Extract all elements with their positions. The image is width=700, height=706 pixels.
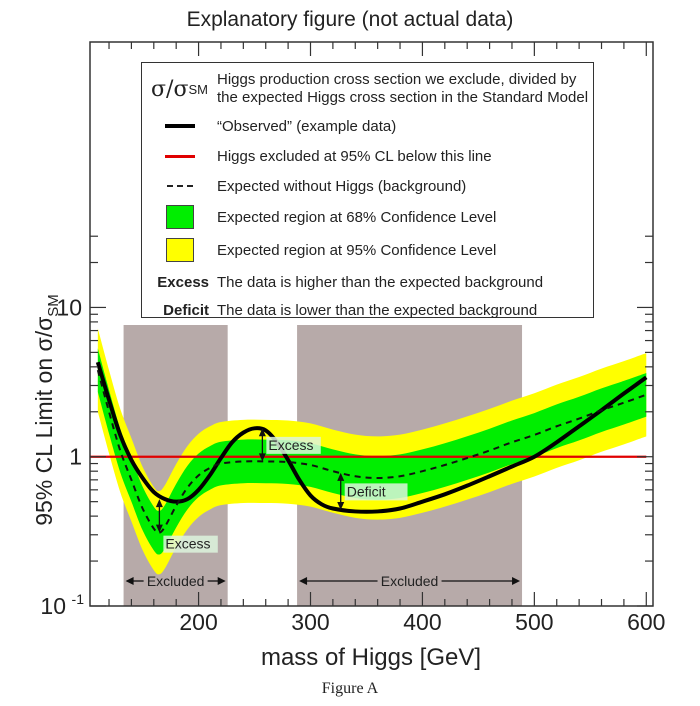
y-axis-label-main: 95% CL Limit on σ/σ	[31, 317, 57, 526]
annotation-label: Excess	[268, 437, 313, 453]
green-box-icon	[165, 205, 194, 229]
deficit-word: Deficit	[163, 301, 209, 319]
observed-line	[95, 361, 648, 514]
y-tick-label: 10	[56, 294, 82, 320]
arrowhead-right-icon	[217, 577, 226, 585]
y-tick-base: 10	[40, 593, 66, 619]
annotation-label-bg	[266, 436, 321, 454]
x-tick-label: 400	[403, 609, 441, 635]
legend-text: The data is lower than the expected back…	[217, 301, 538, 319]
arrowhead-right-icon	[512, 577, 521, 585]
excluded-label: Excluded	[381, 573, 439, 589]
axes: 200 300 400 500 600 10 -1 1 10	[40, 41, 665, 635]
arrowhead-left-icon	[299, 577, 308, 585]
y-axis-label-sub: SM	[45, 294, 62, 317]
legend-row-limit: Higgs excluded at 95% CL below this line	[142, 143, 492, 169]
legend-row-68: Expected region at 68% Confidence Level	[142, 204, 496, 230]
yellow-box-icon	[165, 238, 194, 262]
expected-line	[96, 369, 647, 534]
legend-text-line2: the expected Higgs cross section in the …	[217, 89, 589, 106]
legend-row-symbol: σ/σ SM Higgs production cross section we …	[142, 69, 588, 109]
plot-frame	[89, 41, 654, 607]
confidence-bands	[97, 328, 647, 575]
series-lines	[90, 361, 648, 534]
annotation-label: Deficit	[347, 483, 386, 499]
chart-title: Explanatory figure (not actual data)	[186, 8, 514, 31]
legend-text: “Observed” (example data)	[217, 117, 397, 135]
legend-row-95: Expected region at 95% Confidence Level	[142, 237, 496, 263]
legend-row-expected: Expected without Higgs (background)	[142, 173, 466, 199]
annotations: Excess Excess Deficit	[155, 428, 408, 553]
x-axis-label: mass of Higgs [GeV]	[261, 644, 481, 671]
x-tick-label: 500	[515, 609, 553, 635]
dashed-line-icon	[166, 185, 193, 187]
excess-word: Excess	[157, 273, 209, 291]
arrowhead-down-icon	[337, 501, 345, 510]
y-axis-label: 95% CL Limit on σ/σSM	[31, 294, 62, 526]
annotation-label-bg	[163, 535, 218, 553]
sigma-ratio-main: σ/σ	[151, 76, 189, 102]
arrowhead-down-icon	[258, 453, 266, 462]
y-tick-exponent: -1	[72, 591, 85, 607]
annotation-label-bg	[344, 483, 408, 501]
legend-row-excess: Excess The data is higher than the expec…	[142, 269, 543, 295]
sigma-ratio-symbol: σ/σ SM	[142, 77, 217, 102]
annotation-label: Excess	[165, 536, 210, 552]
legend-text: Higgs excluded at 95% CL below this line	[217, 147, 492, 165]
sigma-ratio-sub: SM	[188, 81, 208, 97]
band-68-cl	[97, 348, 647, 555]
x-tick-label: 300	[291, 609, 329, 635]
figure-caption: Figure A	[321, 680, 379, 697]
band-95-cl	[97, 328, 647, 575]
solid-red-line-icon	[164, 154, 195, 158]
legend-text: Expected without Higgs (background)	[217, 177, 467, 195]
y-tick-label: 10	[40, 593, 66, 619]
legend-text: Expected region at 95% Confidence Level	[217, 241, 497, 259]
excluded-label: Excluded	[147, 573, 205, 589]
arrowhead-up-icon	[337, 472, 345, 481]
y-tick-label: 1	[69, 444, 82, 470]
legend-text: The data is higher than the expected bac…	[217, 273, 544, 291]
arrowhead-down-icon	[155, 524, 163, 533]
excluded-labels: Excluded Excluded	[125, 573, 521, 589]
x-tick-label: 600	[627, 609, 665, 635]
x-tick-label: 200	[179, 609, 217, 635]
legend-text: Higgs production cross section we exclud…	[217, 71, 588, 107]
solid-black-line-icon	[164, 124, 195, 128]
arrowhead-left-icon	[125, 577, 134, 585]
legend-row-deficit: Deficit The data is lower than the expec…	[142, 297, 537, 323]
legend-row-observed: “Observed” (example data)	[142, 113, 396, 139]
arrowhead-up-icon	[258, 428, 266, 437]
legend-text-line1: Higgs production cross section we exclud…	[217, 71, 577, 88]
arrowhead-up-icon	[155, 499, 163, 508]
legend: σ/σ SM Higgs production cross section we …	[141, 62, 594, 319]
legend-text: Expected region at 68% Confidence Level	[217, 208, 497, 226]
